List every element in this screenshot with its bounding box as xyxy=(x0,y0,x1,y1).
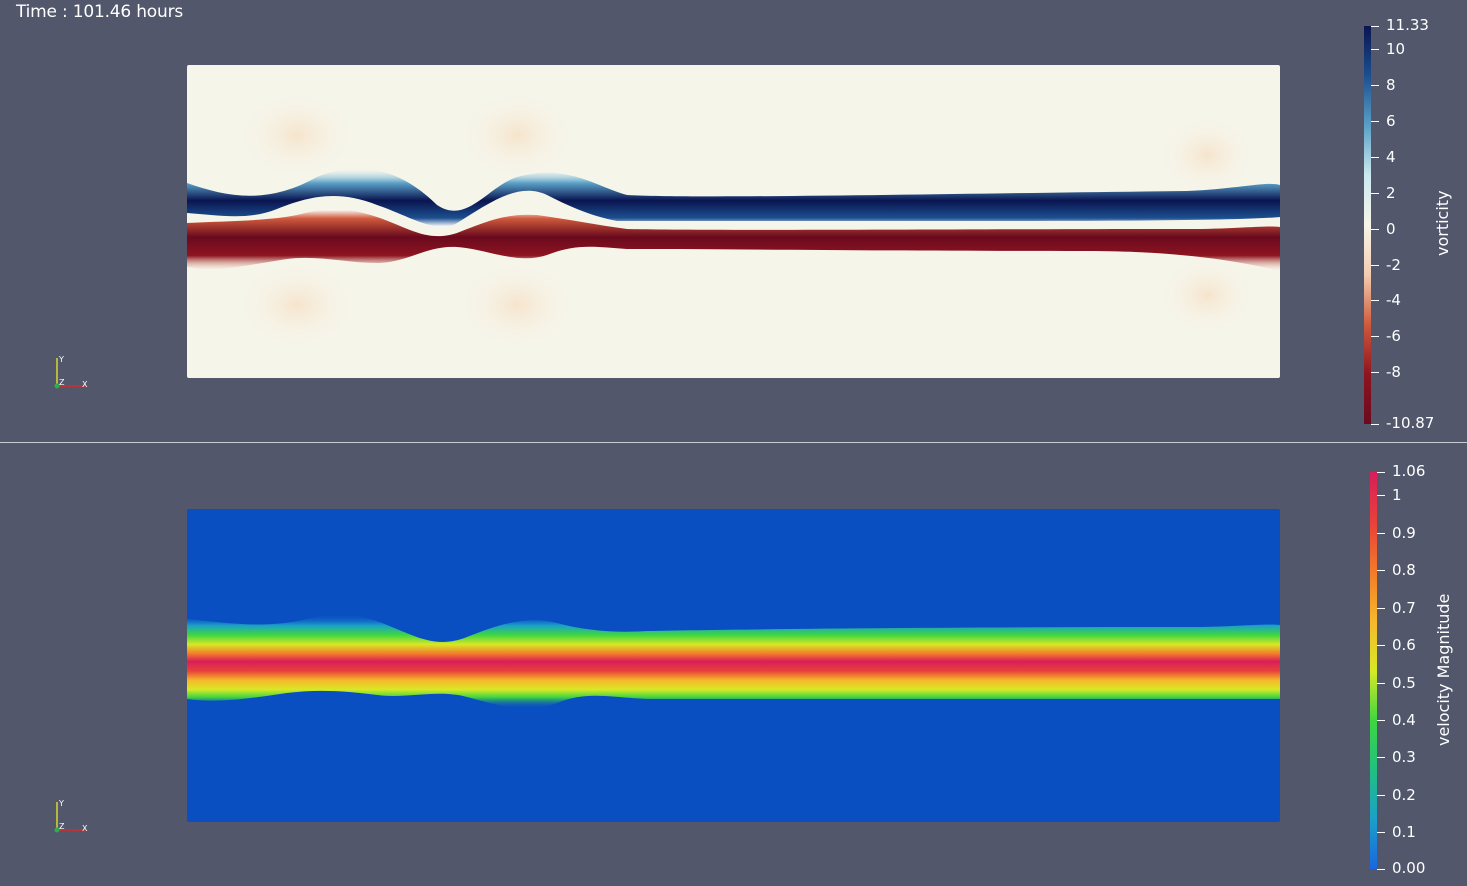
colorbar-tick-label: -8 xyxy=(1386,363,1401,381)
colorbar-tick-label: -6 xyxy=(1386,327,1401,345)
colorbar-tick-label: 0.5 xyxy=(1392,674,1416,692)
colorbar-tick-label: 0.1 xyxy=(1392,823,1416,841)
colorbar-tick-label: 4 xyxy=(1386,148,1396,166)
colorbar-tick xyxy=(1377,795,1385,796)
colorbar-tick-label: 2 xyxy=(1386,184,1396,202)
colorbar-tick xyxy=(1371,372,1379,373)
axis-x-label: X xyxy=(82,380,88,389)
colorbar-title: velocity Magnitude xyxy=(1434,593,1453,746)
colorbar-tick-max xyxy=(1377,472,1385,473)
colorbar-min-label: 0.00 xyxy=(1392,859,1426,877)
axis-x-label: X xyxy=(82,824,88,833)
colorbar-tick-label: 1 xyxy=(1392,486,1402,504)
colorbar-tick xyxy=(1377,570,1385,571)
colorbar-tick xyxy=(1371,157,1379,158)
axis-z-label: Z xyxy=(59,378,65,387)
vorticity-field[interactable] xyxy=(187,65,1280,378)
view-divider[interactable] xyxy=(0,442,1467,443)
colorbar-tick-label: -2 xyxy=(1386,256,1401,274)
colorbar-tick-label: 10 xyxy=(1386,40,1406,58)
colorbar-tick-label: 0 xyxy=(1386,220,1396,238)
time-label: Time : 101.46 hours xyxy=(16,2,184,22)
colorbar-max-label: 11.33 xyxy=(1386,16,1429,34)
orientation-axes-icon: Y Z X xyxy=(54,799,88,833)
colorbar-tick xyxy=(1371,336,1379,337)
colorbar-tick xyxy=(1377,645,1385,646)
colorbar-tick-label: 0.3 xyxy=(1392,748,1416,766)
vorticity-view[interactable]: Y Z X 11.33 10 8 6 4 2 0 -2 -4 -6 xyxy=(0,0,1467,442)
orientation-axes-icon: Y Z X xyxy=(54,355,88,389)
colorbar-tick xyxy=(1371,300,1379,301)
colorbar-tick xyxy=(1377,683,1385,684)
colorbar-tick xyxy=(1377,533,1385,534)
colorbar-tick xyxy=(1371,193,1379,194)
colorbar-title: vorticity xyxy=(1433,190,1452,256)
colorbar-tick-label: 0.8 xyxy=(1392,561,1416,579)
colorbar-tick-label: 0.9 xyxy=(1392,524,1416,542)
colorbar-max-label: 1.06 xyxy=(1392,462,1426,480)
colorbar-tick xyxy=(1371,229,1379,230)
velocity-colorbar-gradient xyxy=(1370,472,1377,869)
colorbar-tick xyxy=(1377,757,1385,758)
colorbar-tick-label: 0.4 xyxy=(1392,711,1416,729)
colorbar-tick xyxy=(1371,49,1379,50)
colorbar-tick xyxy=(1377,832,1385,833)
velocity-magnitude-field[interactable] xyxy=(187,509,1280,822)
axis-y-label: Y xyxy=(58,355,64,364)
colorbar-tick-label: 0.6 xyxy=(1392,636,1416,654)
colorbar-min-label: -10.87 xyxy=(1386,414,1435,432)
colorbar-tick xyxy=(1377,608,1385,609)
colorbar-tick xyxy=(1371,265,1379,266)
colorbar-tick-min xyxy=(1377,869,1385,870)
axis-z-label: Z xyxy=(59,822,65,831)
colorbar-tick-label: 0.7 xyxy=(1392,599,1416,617)
axis-y-label: Y xyxy=(58,799,64,808)
colorbar-tick-min xyxy=(1371,424,1379,425)
colorbar-tick xyxy=(1377,720,1385,721)
vorticity-colorbar-gradient xyxy=(1364,26,1371,424)
colorbar-tick-max xyxy=(1371,26,1379,27)
colorbar-tick xyxy=(1371,121,1379,122)
colorbar-tick-label: -4 xyxy=(1386,291,1401,309)
colorbar-tick-label: 6 xyxy=(1386,112,1396,130)
colorbar-tick xyxy=(1371,85,1379,86)
colorbar-tick-label: 8 xyxy=(1386,76,1396,94)
colorbar-tick-label: 0.2 xyxy=(1392,786,1416,804)
colorbar-tick xyxy=(1377,495,1385,496)
velocity-view[interactable]: Y Z X 1.06 1 0.9 0.8 0.7 0.6 0.5 0.4 0.3… xyxy=(0,443,1467,886)
